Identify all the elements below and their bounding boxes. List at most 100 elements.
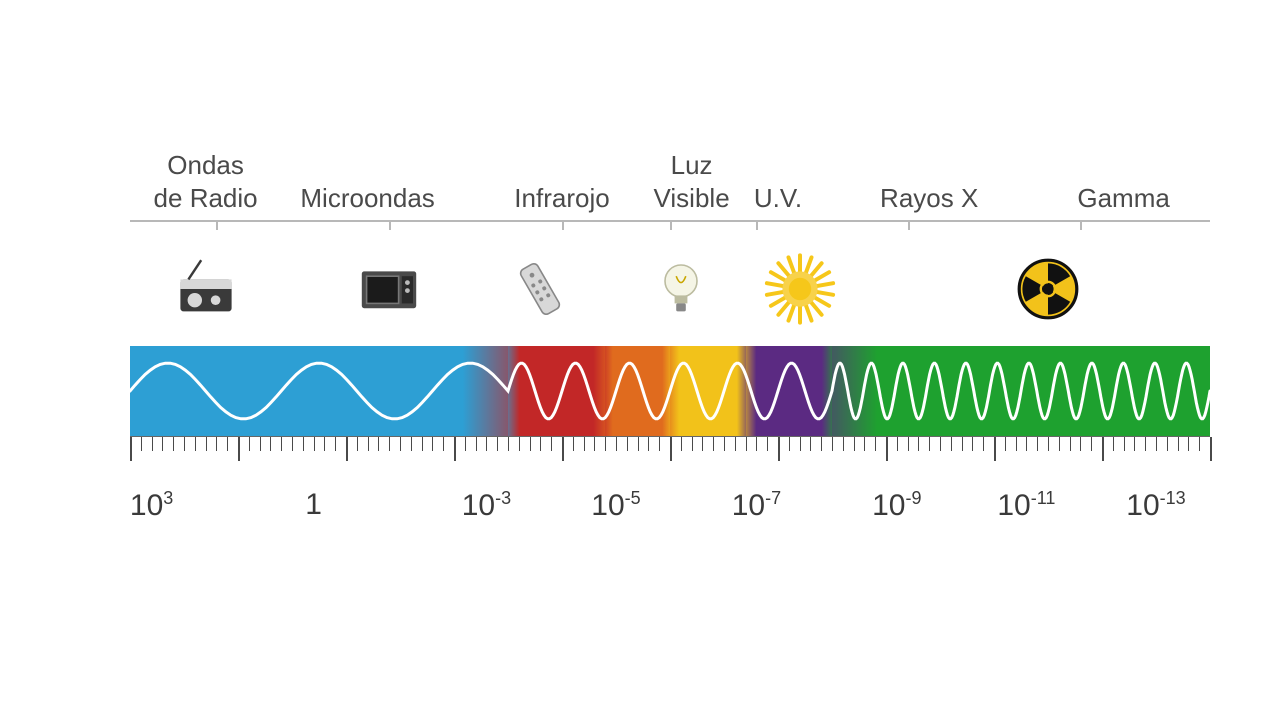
radio-icon <box>161 244 251 334</box>
ruler-tick-minor <box>616 437 617 451</box>
ruler-tick-minor <box>411 437 412 451</box>
ruler-tick-minor <box>292 437 293 451</box>
ruler-tick-minor <box>357 437 358 451</box>
ruler-tick-minor <box>1156 437 1157 451</box>
ruler-tick-minor <box>249 437 250 451</box>
ruler-tick-minor <box>540 437 541 451</box>
ruler-tick-major <box>238 437 240 461</box>
band-labels-row: Ondas de RadioMicroondasInfrarojoLuz Vis… <box>130 130 1210 220</box>
ruler-tick-minor <box>864 437 865 451</box>
ruler-tick-minor <box>173 437 174 451</box>
ruler-tick-minor <box>378 437 379 451</box>
band-label-infrarojo: Infrarojo <box>514 182 609 215</box>
scale-label: 1 <box>305 488 322 522</box>
ruler-tick-minor <box>1005 437 1006 451</box>
ruler-tick-minor <box>875 437 876 451</box>
ruler-tick-minor <box>195 437 196 451</box>
ruler-tick-minor <box>832 437 833 451</box>
ruler-tick-minor <box>1134 437 1135 451</box>
ruler-tick-minor <box>843 437 844 451</box>
ruler-tick-minor <box>627 437 628 451</box>
ruler-tick-minor <box>162 437 163 451</box>
ruler-tick-minor <box>810 437 811 451</box>
ruler-tick-minor <box>530 437 531 451</box>
ruler-tick-minor <box>1016 437 1017 451</box>
top-tick <box>562 220 564 230</box>
ruler-tick-minor <box>1167 437 1168 451</box>
wave-overlay <box>130 346 1210 436</box>
ruler-tick-minor <box>281 437 282 451</box>
ruler-tick-minor <box>476 437 477 451</box>
scale-label: 10-9 <box>872 488 921 523</box>
scale-labels-row: 103110-310-510-710-910-1110-13 <box>130 488 1210 538</box>
ruler-tick-minor <box>659 437 660 451</box>
ruler-tick-minor <box>594 437 595 451</box>
ruler-tick-minor <box>962 437 963 451</box>
ruler-tick-minor <box>486 437 487 451</box>
ruler-tick-minor <box>422 437 423 451</box>
ruler-tick-minor <box>260 437 261 451</box>
ruler-tick-minor <box>216 437 217 451</box>
bulb-icon <box>636 244 726 334</box>
ruler-tick-major <box>778 437 780 461</box>
ruler-tick-minor <box>1026 437 1027 451</box>
band-label-visible: Luz Visible <box>654 149 730 214</box>
scale-label: 10-5 <box>591 488 640 523</box>
microwave-icon <box>344 244 434 334</box>
spectrum-bar <box>130 346 1210 436</box>
ruler-tick-minor <box>1188 437 1189 451</box>
band-label-microondas: Microondas <box>300 182 434 215</box>
ruler-tick-minor <box>270 437 271 451</box>
band-label-rayosx: Rayos X <box>880 182 978 215</box>
remote-icon <box>495 244 585 334</box>
top-tick <box>216 220 218 230</box>
scale-label: 10-7 <box>732 488 781 523</box>
ruler-tick-minor <box>400 437 401 451</box>
ruler-tick-minor <box>1048 437 1049 451</box>
ruler-tick-minor <box>713 437 714 451</box>
top-tick <box>389 220 391 230</box>
ruler-tick-minor <box>648 437 649 451</box>
ruler-tick-minor <box>605 437 606 451</box>
ruler-tick-minor <box>389 437 390 451</box>
ruler-tick-minor <box>1113 437 1114 451</box>
ruler-tick-minor <box>141 437 142 451</box>
wave-path <box>130 363 1210 419</box>
ruler-tick-minor <box>184 437 185 451</box>
ruler-tick-minor <box>724 437 725 451</box>
ruler-tick-major <box>670 437 672 461</box>
ruler-tick-minor <box>735 437 736 451</box>
ruler-tick-minor <box>303 437 304 451</box>
ruler-tick-minor <box>1070 437 1071 451</box>
ruler-tick-minor <box>465 437 466 451</box>
ruler-tick-minor <box>897 437 898 451</box>
ruler-tick-minor <box>789 437 790 451</box>
ruler-tick-minor <box>1145 437 1146 451</box>
ruler-tick-major <box>1210 437 1212 461</box>
ruler-tick-minor <box>1080 437 1081 451</box>
ruler-tick-minor <box>692 437 693 451</box>
scale-label: 10-11 <box>997 488 1055 523</box>
ruler-tick-major <box>562 437 564 461</box>
ruler-tick-minor <box>767 437 768 451</box>
band-label-uv: U.V. <box>754 182 802 215</box>
top-tick <box>1080 220 1082 230</box>
ruler-tick-minor <box>1091 437 1092 451</box>
ruler-tick-minor <box>368 437 369 451</box>
ruler-tick-minor <box>152 437 153 451</box>
sun-icon <box>755 244 845 334</box>
ruler-tick-minor <box>432 437 433 451</box>
ruler-tick-minor <box>519 437 520 451</box>
ruler-tick-minor <box>929 437 930 451</box>
ruler-tick-minor <box>854 437 855 451</box>
em-spectrum-diagram: Ondas de RadioMicroondasInfrarojoLuz Vis… <box>130 130 1210 538</box>
top-tick <box>670 220 672 230</box>
wavelength-ruler <box>130 436 1210 482</box>
ruler-tick-minor <box>443 437 444 451</box>
ruler-tick-minor <box>1199 437 1200 451</box>
ruler-tick-minor <box>908 437 909 451</box>
ruler-tick-minor <box>551 437 552 451</box>
ruler-tick-minor <box>756 437 757 451</box>
ruler-tick-minor <box>1037 437 1038 451</box>
top-ruler <box>130 220 1210 238</box>
